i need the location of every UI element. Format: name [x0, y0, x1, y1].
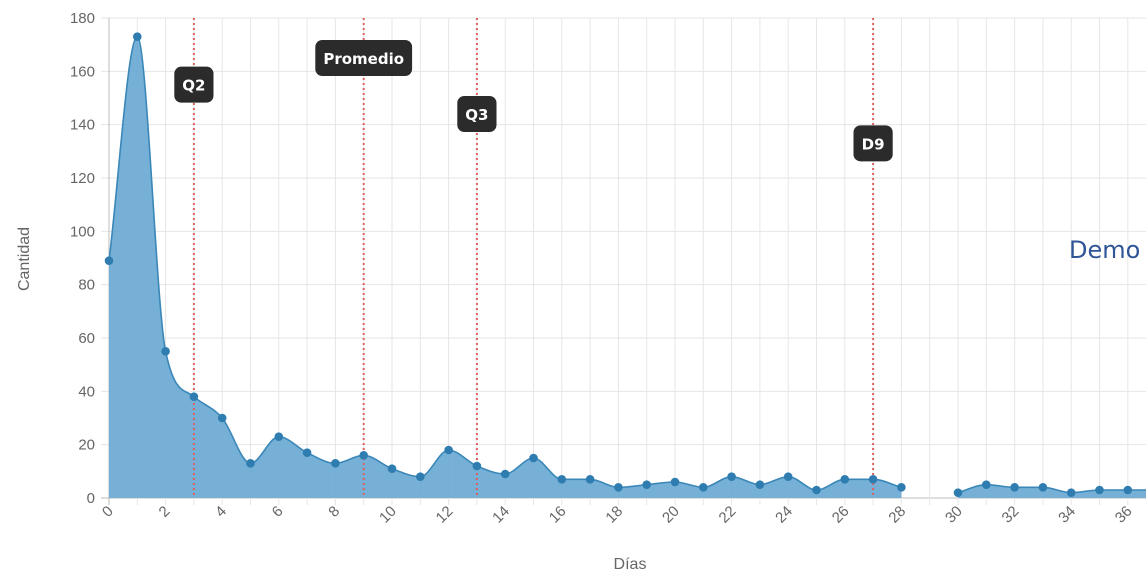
data-point	[500, 469, 510, 479]
area-fill	[109, 36, 902, 499]
x-tick-label: 28	[885, 503, 909, 527]
x-tick-label: 6	[269, 503, 287, 521]
x-tick-label: 26	[829, 503, 853, 527]
data-point	[642, 480, 652, 489]
y-tick-label: 40	[78, 383, 95, 400]
data-point	[246, 459, 255, 468]
data-point	[670, 477, 680, 487]
data-point	[953, 488, 963, 497]
data-point	[387, 464, 397, 473]
annotation-badge	[174, 66, 214, 103]
data-point	[1066, 488, 1076, 497]
data-point	[1123, 485, 1133, 495]
x-tick-label: 0	[99, 503, 117, 521]
x-tick-label: 20	[659, 503, 683, 527]
y-tick-label: 100	[70, 223, 95, 240]
data-point	[359, 451, 369, 460]
data-point	[557, 475, 567, 484]
data-point	[614, 483, 623, 492]
y-axis-title: Cantidad	[16, 227, 33, 291]
x-tick-label: 10	[376, 503, 400, 527]
data-point	[868, 475, 878, 484]
data-point	[444, 445, 453, 455]
y-tick-label: 80	[78, 277, 95, 294]
x-tick-label: 2	[156, 503, 174, 521]
y-tick-label: 140	[70, 117, 95, 134]
data-point	[982, 480, 991, 489]
x-tick-label: 4	[212, 503, 230, 521]
data-point	[472, 461, 482, 471]
area-series	[108, 35, 1146, 499]
data-point	[897, 483, 906, 492]
data-point	[217, 413, 227, 423]
data-point	[189, 392, 199, 401]
annotation-label: Q3	[465, 106, 488, 124]
x-tick-label: 22	[716, 503, 740, 527]
area-fill	[958, 484, 1146, 498]
data-point	[302, 448, 312, 457]
y-axis-ticks: 0 20 40 60 80 100 120 140 160 180	[70, 10, 95, 507]
annotation-badge	[853, 125, 893, 162]
data-point	[840, 475, 850, 484]
y-tick-label: 0	[87, 490, 95, 507]
x-tick-label: 34	[1055, 503, 1079, 527]
annotation-badge	[315, 40, 413, 76]
y-tick-label: 60	[78, 330, 95, 347]
data-point	[274, 432, 284, 441]
x-tick-label: 8	[325, 503, 343, 521]
data-point	[161, 347, 170, 356]
x-tick-label: 32	[999, 503, 1023, 527]
data-point	[727, 472, 736, 481]
annotation-label: Promedio	[323, 50, 404, 68]
data-point	[699, 483, 708, 492]
data-point	[331, 459, 340, 468]
x-tick-label: 30	[942, 503, 966, 527]
x-axis-ticks: 0 2 4 6 8 10 12 14 16 18 20 22 24 26 28 30 32 34 36	[99, 503, 1136, 527]
y-tick-label: 180	[70, 10, 95, 27]
data-point	[104, 256, 114, 265]
data-point	[416, 472, 425, 481]
data-point	[812, 485, 821, 495]
side-label: Demo	[1069, 236, 1141, 264]
annotation-lines	[192, 18, 875, 498]
data-points	[104, 32, 1133, 497]
y-tick-label: 160	[70, 63, 95, 80]
y-tick-label: 120	[70, 170, 95, 187]
x-tick-label: 24	[772, 503, 796, 527]
annotation-badges: Q2 Promedio Q3 D9	[174, 40, 893, 162]
grid-lines	[101, 17, 1146, 505]
x-tick-label: 16	[546, 503, 570, 527]
annotation-badge	[457, 96, 497, 132]
x-tick-label: 14	[489, 503, 513, 527]
x-tick-label: 18	[602, 503, 626, 527]
data-point	[529, 453, 538, 463]
y-tick-label: 20	[78, 437, 95, 454]
data-point	[755, 480, 765, 489]
x-tick-label: 36	[1112, 503, 1136, 527]
x-axis-title: Días	[614, 556, 647, 573]
data-point	[1038, 483, 1048, 492]
data-point	[585, 475, 595, 484]
data-point	[133, 32, 142, 41]
annotation-label: D9	[862, 135, 885, 153]
annotation-label: Q2	[182, 77, 205, 95]
data-point	[1010, 483, 1019, 492]
data-point	[1095, 485, 1104, 495]
data-point	[783, 472, 793, 481]
x-tick-label: 12	[433, 503, 457, 527]
